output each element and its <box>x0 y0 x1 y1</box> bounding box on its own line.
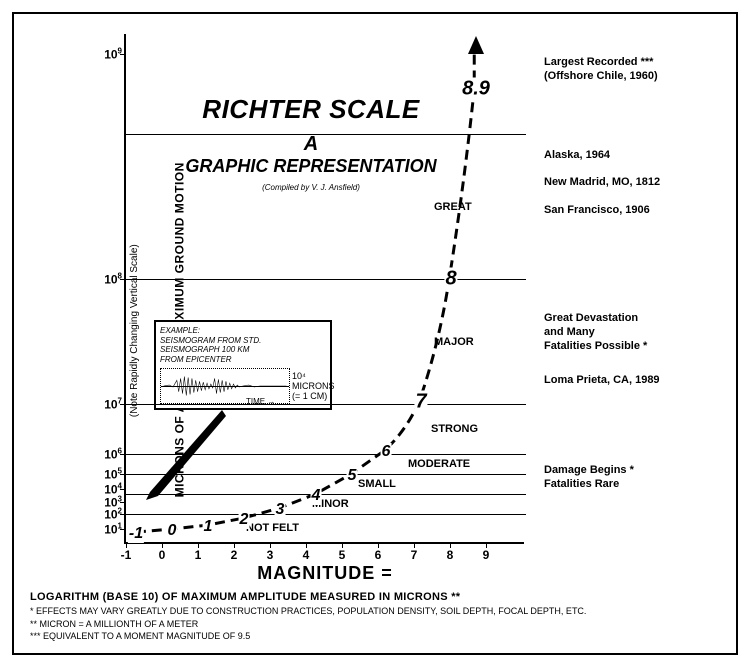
y-tick: 106 <box>78 447 122 462</box>
y-tick: 102 <box>78 507 122 522</box>
y-tick: 107 <box>78 397 122 412</box>
y-tick: 101 <box>78 522 122 537</box>
x-tick: 6 <box>375 548 382 562</box>
chart-frame: MICRONS OF AMPLIFIED MAXIMUM GROUND MOTI… <box>12 12 738 655</box>
magnitude-point: 8 <box>444 268 457 291</box>
magnitude-point: 8.9 <box>461 78 491 101</box>
plot-area: RICHTER SCALE A GRAPHIC REPRESENTATION (… <box>124 34 524 544</box>
inset-heading: EXAMPLE:SEISMOGRAM FROM STD.SEISMOGRAPH … <box>160 326 326 364</box>
annotation: New Madrid, MO, 1812 <box>544 176 660 190</box>
y-tick: 109 <box>78 47 122 62</box>
x-axis-label: MAGNITUDE = <box>257 563 393 584</box>
magnitude-point: 5 <box>347 467 358 485</box>
region-label: MAJOR <box>434 336 474 348</box>
magnitude-point: -1 <box>128 525 144 543</box>
title-sub2: GRAPHIC REPRESENTATION <box>171 156 451 177</box>
magnitude-point: 2 <box>239 511 250 529</box>
annotation: Damage Begins *Fatalities Rare <box>544 464 634 492</box>
footer-note2: ** MICRON = A MILLIONTH OF A METER <box>30 618 720 631</box>
x-tick: 9 <box>483 548 490 562</box>
magnitude-point: 0 <box>167 522 178 540</box>
arrow-head-icon <box>468 36 484 54</box>
inset-scale: 10⁴ MICRONS(= 1 CM) <box>292 372 335 402</box>
region-label: GREAT <box>434 201 472 213</box>
x-tick: 1 <box>195 548 202 562</box>
magnitude-point: 6 <box>381 443 392 461</box>
x-tick: 0 <box>159 548 166 562</box>
footer-note3: *** EQUIVALENT TO A MOMENT MAGNITUDE OF … <box>30 630 720 643</box>
region-label: STRONG <box>431 423 478 435</box>
x-tick: 3 <box>267 548 274 562</box>
inset-pointer <box>146 410 226 500</box>
x-tick: -1 <box>121 548 132 562</box>
x-tick: 2 <box>231 548 238 562</box>
magnitude-point: 4 <box>311 487 322 505</box>
title-sub1: A <box>171 133 451 156</box>
x-tick: 5 <box>339 548 346 562</box>
magnitude-point: 1 <box>203 518 214 536</box>
x-tick: 8 <box>447 548 454 562</box>
region-label: MODERATE <box>408 458 470 470</box>
seismogram-inset: EXAMPLE:SEISMOGRAM FROM STD.SEISMOGRAPH … <box>154 320 332 410</box>
annotation: Loma Prieta, CA, 1989 <box>544 374 660 388</box>
magnitude-point: 3 <box>275 501 286 519</box>
y-tick: 105 <box>78 467 122 482</box>
title-main: RICHTER SCALE <box>171 94 451 125</box>
annotation: Alaska, 1964 <box>544 149 610 163</box>
region-label: NOT FELT <box>246 522 299 534</box>
footer-line1: LOGARITHM (BASE 10) OF MAXIMUM AMPLITUDE… <box>30 590 720 605</box>
footer-note1: * EFFECTS MAY VARY GREATLY DUE TO CONSTR… <box>30 605 720 618</box>
title-block: RICHTER SCALE A GRAPHIC REPRESENTATION (… <box>171 94 451 192</box>
footer-notes: LOGARITHM (BASE 10) OF MAXIMUM AMPLITUDE… <box>30 590 720 643</box>
x-tick: 4 <box>303 548 310 562</box>
x-tick: 7 <box>411 548 418 562</box>
annotation: Great Devastationand ManyFatalities Poss… <box>544 312 647 353</box>
annotation: Largest Recorded ***(Offshore Chile, 196… <box>544 56 658 84</box>
region-label: SMALL <box>358 478 396 490</box>
title-compiled: (Compiled by V. J. Ansfield) <box>171 183 451 192</box>
magnitude-point: 7 <box>414 391 427 414</box>
y-tick: 108 <box>78 272 122 287</box>
annotation: San Francisco, 1906 <box>544 204 650 218</box>
